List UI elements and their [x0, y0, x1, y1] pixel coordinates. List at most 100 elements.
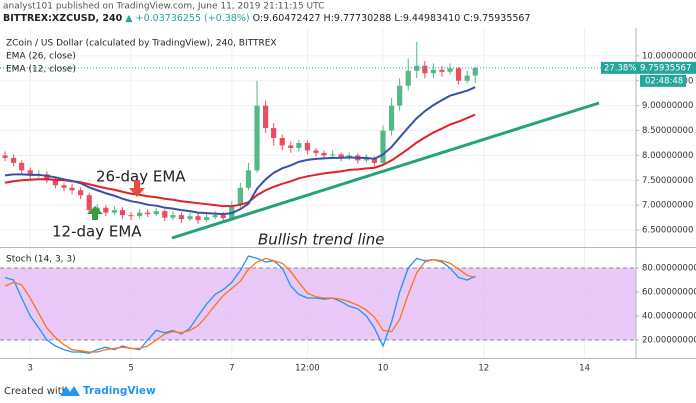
- candle-body: [262, 105, 269, 129]
- stoch-title: Stoch (14, 3, 3): [6, 255, 76, 265]
- candle-body: [296, 142, 302, 148]
- candle-body: [279, 137, 285, 146]
- annotation: Bullish trend line: [258, 231, 385, 249]
- candle-body: [220, 215, 226, 219]
- candle-body: [103, 207, 109, 213]
- chart-title: ZCoin / US Dollar (calculated by Trading…: [6, 39, 277, 49]
- price-pane: [0, 41, 636, 225]
- candle-body: [61, 185, 67, 188]
- candle-body: [439, 69, 445, 72]
- x-tick-label: 7: [229, 364, 234, 374]
- candle-body: [472, 67, 478, 76]
- stoch-pane: [0, 255, 636, 354]
- annotation: 26-day EMA: [96, 168, 186, 186]
- symbol: BITTREX:XZCUSD, 240: [3, 13, 123, 24]
- candle-body: [254, 105, 260, 171]
- trend-line: [171, 101, 600, 240]
- candle-body: [397, 85, 403, 106]
- candle-body: [313, 150, 319, 153]
- candle-body: [414, 65, 420, 71]
- countdown-box: [640, 74, 686, 87]
- stoch-line: [4, 257, 476, 353]
- candle-body: [52, 180, 59, 186]
- candle-body: [86, 195, 92, 211]
- ema-line: [4, 113, 476, 208]
- candle-body: [111, 210, 117, 213]
- y-tick-label: 20.00000000: [642, 336, 696, 346]
- candle-body: [44, 174, 50, 181]
- legend-entry: EMA (26, close): [6, 52, 76, 62]
- x-tick-label: 14: [579, 364, 590, 374]
- candle-body: [363, 157, 369, 161]
- brand-logo: [60, 386, 80, 396]
- candle-body: [388, 105, 395, 131]
- candle-body: [271, 128, 277, 138]
- published-line: analyst101 published on TradingView.com,…: [3, 2, 324, 12]
- x-tick-label: 12:00: [295, 364, 320, 374]
- footer-brand[interactable]: TradingView: [83, 385, 156, 397]
- candle-body: [245, 170, 252, 188]
- candle-body: [430, 69, 437, 74]
- y-tick-label: 60.00000000: [642, 288, 696, 298]
- price-tag-percent: 27.38%: [604, 63, 636, 73]
- candle-body: [2, 155, 8, 158]
- arrow-up: [87, 206, 103, 220]
- y-tick-label: 9.00000000: [642, 101, 693, 111]
- stoch-band: [0, 268, 636, 340]
- candle-body: [422, 65, 428, 74]
- arrow-down: [129, 180, 145, 197]
- candle-body: [288, 145, 294, 148]
- countdown: 02:48:48: [645, 76, 683, 86]
- candle-body: [330, 154, 336, 156]
- y-tick-label: 7.00000000: [642, 201, 693, 211]
- ohlc: O:9.60472427 H:9.77730288 L:9.44983410 C…: [253, 13, 531, 24]
- y-tick-label: 8.00000000: [642, 151, 693, 161]
- candle-body: [128, 215, 134, 217]
- candle-body: [338, 154, 344, 158]
- y-tick-label: 40.00000000: [642, 312, 696, 322]
- y-tick-label: 8.50000000: [642, 126, 693, 136]
- candle-body: [119, 210, 126, 216]
- candle-body: [195, 216, 201, 221]
- x-tick-label: 10: [378, 364, 389, 374]
- footer-created: Created with: [4, 386, 68, 397]
- legend-entry: EMA (12, close): [6, 65, 76, 75]
- candle-body: [19, 162, 25, 171]
- y-tick-label: 6.50000000: [642, 226, 693, 236]
- stoch-line: [4, 255, 476, 354]
- candle-body: [69, 187, 75, 191]
- candle-body: [321, 152, 327, 156]
- price-tag-label: 9.75935567: [640, 63, 691, 73]
- candle-body: [27, 170, 33, 176]
- x-tick-label: 12: [478, 364, 489, 374]
- candle-body: [229, 205, 235, 219]
- ema-line: [4, 86, 476, 216]
- change: ▲ +0.03736255 (+0.38%): [125, 13, 249, 24]
- candle-body: [11, 157, 17, 163]
- axes: 35712:0010121410.000000009.500000009.000…: [28, 51, 696, 374]
- candle-body: [304, 142, 311, 151]
- candle-body: [78, 190, 84, 196]
- candle-body: [212, 215, 218, 218]
- candle-body: [237, 187, 243, 206]
- candle-body: [136, 212, 143, 217]
- candle-body: [145, 212, 151, 215]
- candle-body: [187, 216, 193, 220]
- symbol-line: BITTREX:XZCUSD, 240 ▲ +0.03736255 (+0.38…: [3, 13, 531, 24]
- annotation: 12-day EMA: [52, 223, 142, 241]
- x-tick-label: 3: [28, 364, 33, 374]
- candle-body: [405, 70, 411, 86]
- candle-body: [170, 215, 176, 218]
- x-tick-label: 5: [128, 364, 133, 374]
- price-tag-box: [601, 61, 696, 74]
- candle-body: [371, 157, 378, 163]
- candle-body: [456, 68, 462, 81]
- y-tick-label: 7.50000000: [642, 176, 693, 186]
- y-tick-label: 10.00000000: [642, 51, 696, 61]
- candle-body: [178, 215, 185, 220]
- candle-body: [380, 130, 386, 163]
- candle-body: [464, 75, 470, 81]
- candle-body: [153, 211, 159, 215]
